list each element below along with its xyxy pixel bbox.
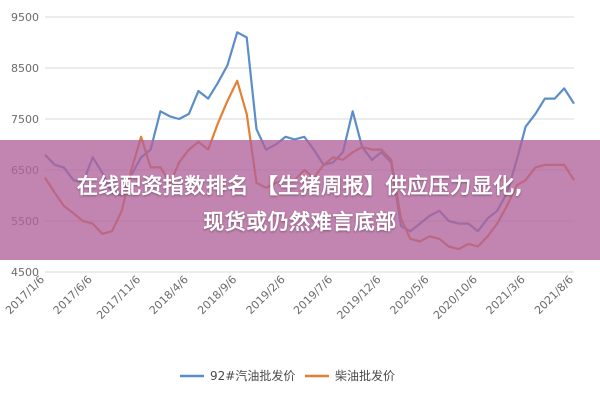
x-axis: 2017/1/6 2017/6/6 2017/11/6 2018/4/6 2018/9/… <box>3 273 576 322</box>
x-tick-label: 2021/3/6 <box>484 273 528 317</box>
y-tick-label: 9500 <box>11 11 39 24</box>
legend-label: 92#汽油批发价 <box>210 368 295 383</box>
x-tick-label: 2019/2/6 <box>244 273 288 317</box>
x-tick-label: 2020/5/6 <box>387 273 431 317</box>
y-tick-label: 7500 <box>11 113 39 126</box>
headline-line-2: 现货或仍然难言底部 <box>203 210 397 234</box>
x-tick-label: 2019/7/6 <box>291 273 335 317</box>
headline-line-1: 在线配资指数排名 【生猪周报】供应压力显化, <box>76 174 524 198</box>
x-tick-label: 2017/6/6 <box>51 273 95 317</box>
legend-label: 柴油批发价 <box>335 368 395 383</box>
y-tick-label: 4500 <box>11 266 39 279</box>
x-tick-label: 2021/8/6 <box>532 273 576 317</box>
x-tick-label: 2017/11/6 <box>94 273 143 322</box>
x-tick-label: 2018/9/6 <box>195 273 239 317</box>
x-tick-label: 2020/10/6 <box>431 273 480 322</box>
legend: 92#汽油批发价 柴油批发价 <box>180 368 395 383</box>
y-tick-label: 8500 <box>11 62 39 75</box>
x-tick-label: 2019/12/6 <box>334 273 383 322</box>
x-tick-label: 2017/1/6 <box>3 273 47 317</box>
x-tick-label: 2018/4/6 <box>147 273 191 317</box>
headline-banner: 在线配资指数排名 【生猪周报】供应压力显化, 现货或仍然难言底部 <box>0 140 600 260</box>
